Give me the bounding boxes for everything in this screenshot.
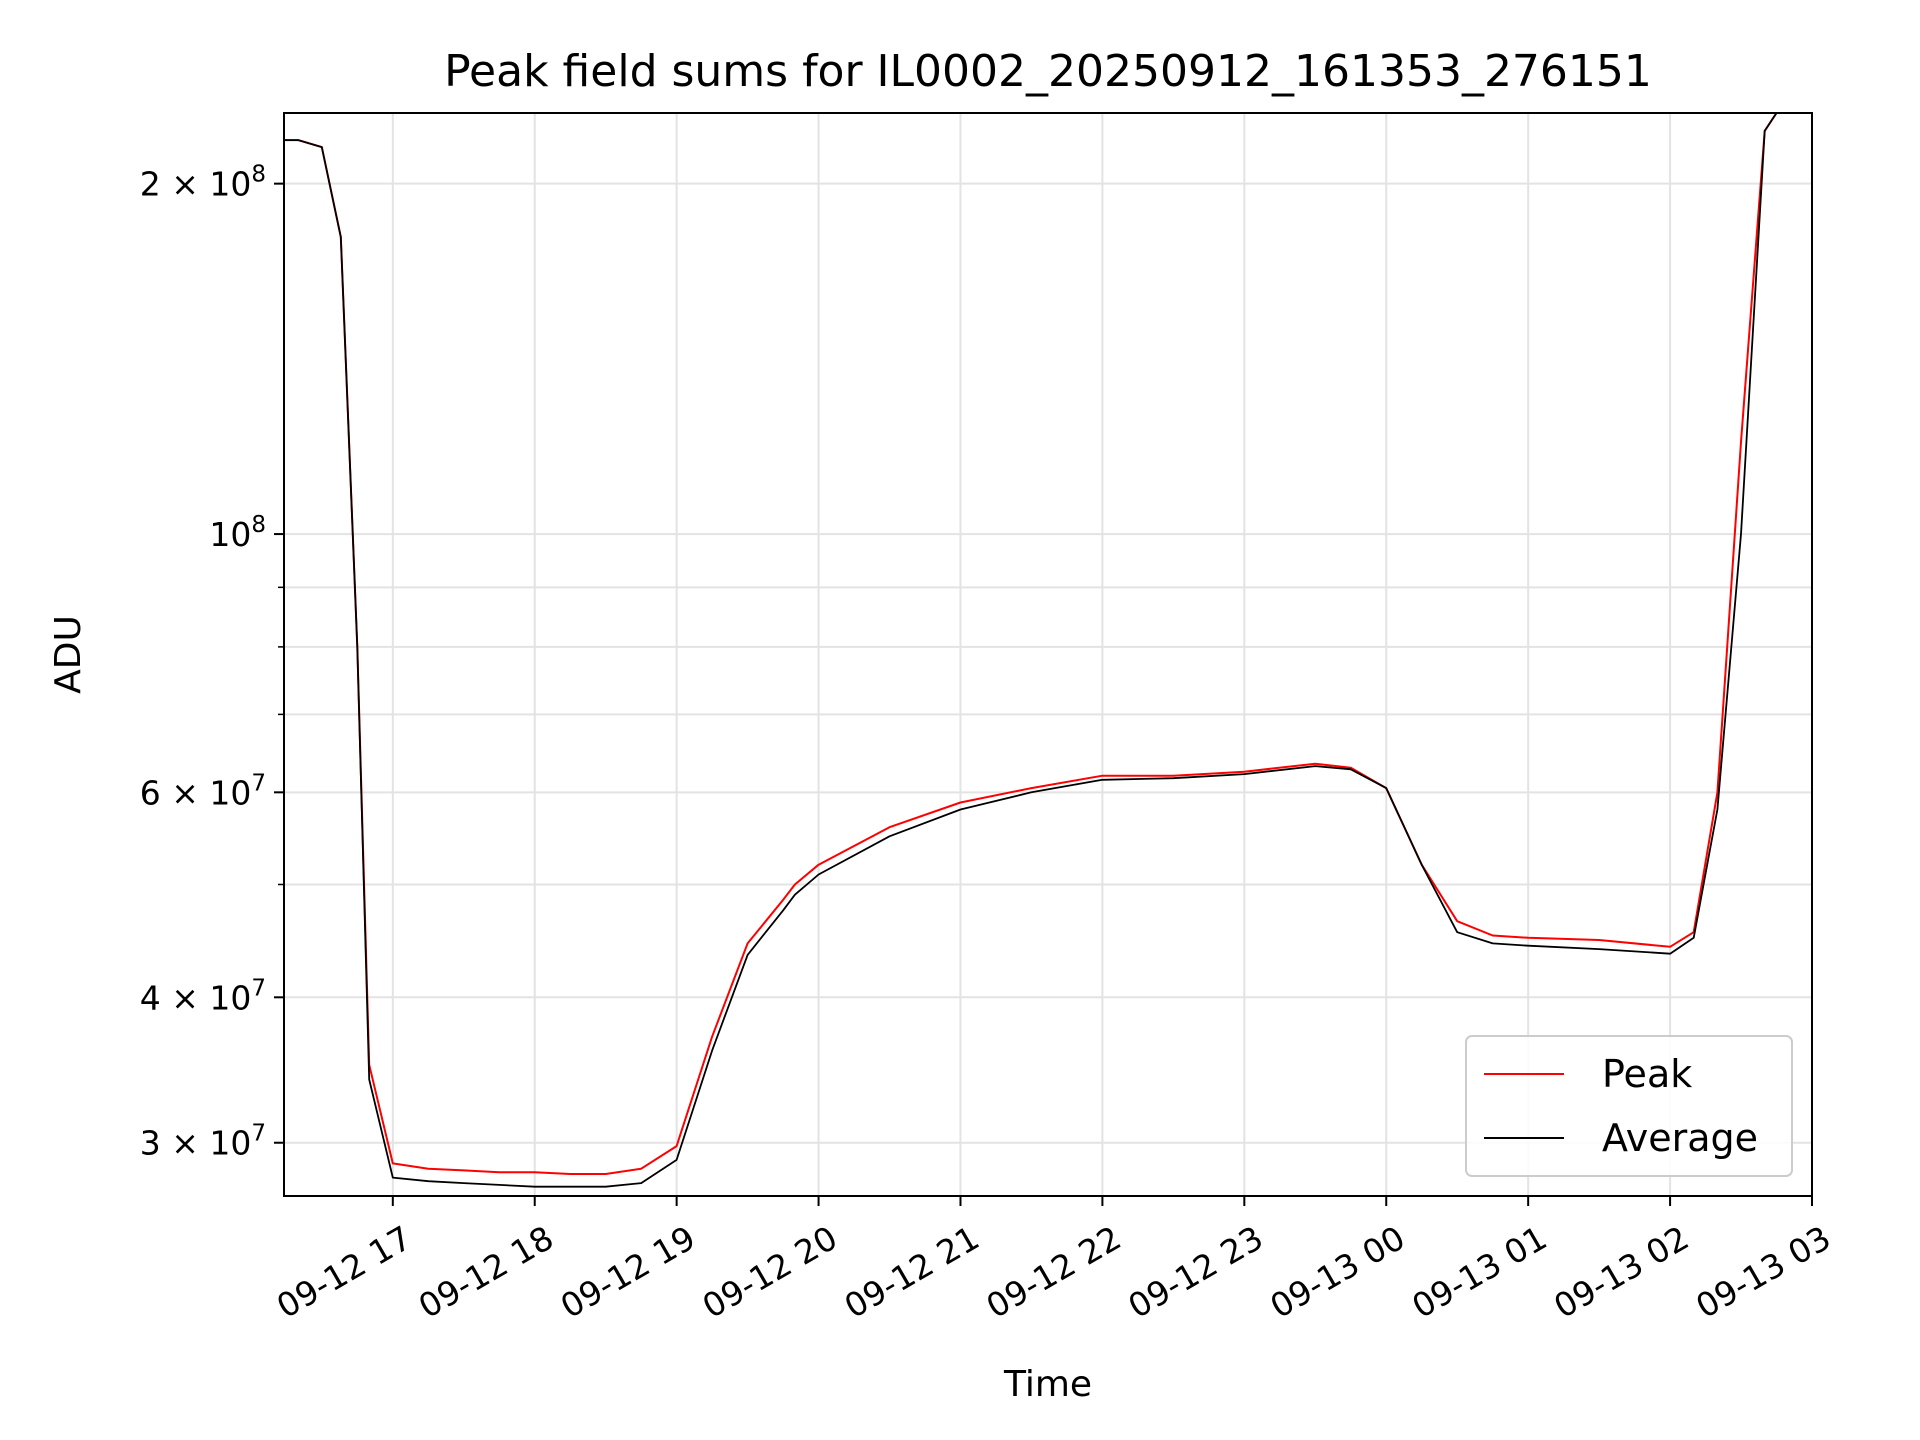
y-tick-label: 6 × 107 [140,770,266,812]
series-line-peak [284,113,1778,1175]
x-tick-label: 09-12 23 [1122,1218,1270,1326]
legend-box [1465,1035,1793,1177]
y-axis-ticks: 3 × 107 4 × 107 6 × 107 108 2 × 108 [140,162,284,1163]
y-tick-label: 4 × 107 [140,975,266,1017]
x-tick-label: 09-12 20 [696,1218,844,1326]
x-axis-title: Time [1003,1364,1092,1405]
x-tick-label: 09-12 19 [554,1218,702,1326]
plot-frame [283,112,1813,1197]
legend: Peak Average [1465,1035,1793,1177]
plot-series [284,113,1778,1188]
x-tick-label: 09-12 21 [838,1218,986,1326]
chart-title: Peak field sums for IL0002_20250912_1613… [444,46,1652,97]
legend-label-peak: Peak [1602,1052,1692,1096]
x-tick-label: 09-12 17 [270,1218,418,1326]
y-axis-title: ADU [48,615,89,694]
legend-label-average: Average [1602,1116,1758,1160]
y-tick-label: 2 × 108 [140,162,266,204]
x-tick-label: 09-13 01 [1405,1218,1553,1326]
x-tick-label: 09-12 22 [980,1218,1128,1326]
x-tick-label: 09-13 03 [1689,1218,1837,1326]
x-tick-label: 09-12 18 [412,1218,560,1326]
y-tick-label: 3 × 107 [140,1121,266,1163]
x-tick-label: 09-13 02 [1547,1218,1695,1326]
series-line-average [284,113,1778,1188]
grid-lines [284,113,1813,1196]
y-tick-label: 108 [209,512,266,554]
x-tick-label: 09-13 00 [1263,1218,1411,1326]
